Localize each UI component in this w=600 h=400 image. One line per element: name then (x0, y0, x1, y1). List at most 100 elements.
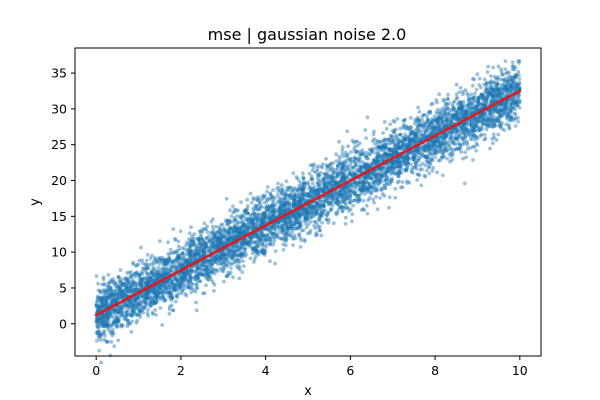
scatter-point (200, 242, 204, 247)
scatter-point (441, 152, 445, 156)
scatter-point (299, 238, 304, 243)
scatter-point (339, 169, 344, 174)
scatter-point (194, 308, 199, 313)
scatter-point (403, 137, 407, 142)
scatter-point (297, 196, 302, 201)
scatter-point (271, 212, 276, 217)
scatter-point (453, 117, 457, 122)
scatter-point (328, 162, 333, 167)
scatter-point (226, 222, 231, 226)
scatter-point (405, 134, 410, 139)
scatter-point (231, 204, 235, 209)
scatter-point (120, 277, 125, 282)
scatter-point (102, 328, 106, 333)
scatter-point (488, 116, 493, 120)
scatter-point (225, 218, 230, 223)
scatter-point (287, 197, 291, 201)
scatter-point (168, 247, 173, 252)
scatter-point (492, 74, 497, 79)
scatter-point (126, 319, 130, 324)
scatter-point (176, 255, 180, 260)
scatter-point (146, 308, 151, 312)
scatter-point (198, 279, 202, 283)
scatter-point (496, 132, 501, 137)
scatter-point (361, 187, 366, 192)
scatter-point (455, 129, 460, 134)
scatter-point (435, 170, 439, 175)
scatter-point (141, 310, 145, 315)
scatter-point (242, 239, 247, 243)
scatter-point (255, 232, 259, 236)
scatter-point (228, 236, 232, 241)
scatter-point (130, 319, 135, 324)
scatter-point (421, 124, 426, 129)
scatter-point (430, 158, 435, 162)
scatter-point (435, 119, 439, 123)
scatter-point (383, 186, 388, 191)
scatter-point (174, 277, 179, 282)
scatter-point (171, 308, 176, 313)
scatter-point (430, 153, 435, 158)
scatter-point (276, 181, 280, 186)
scatter-point (268, 242, 273, 247)
scatter-point (443, 111, 448, 115)
scatter-point (386, 168, 391, 172)
scatter-point (253, 240, 258, 245)
scatter-point (201, 271, 205, 275)
scatter-point (198, 232, 203, 237)
scatter-point (309, 174, 314, 179)
scatter-point (444, 121, 449, 126)
scatter-point (179, 263, 184, 268)
scatter-point (229, 214, 234, 219)
scatter-point (437, 92, 441, 97)
scatter-point (293, 215, 298, 220)
scatter-point (294, 210, 299, 215)
scatter-point (161, 294, 165, 298)
scatter-point (112, 309, 117, 314)
scatter-point (482, 132, 487, 137)
scatter-point (228, 262, 233, 266)
scatter-point (143, 300, 148, 305)
scatter-point (361, 198, 366, 203)
scatter-point (486, 64, 490, 69)
scatter-point (517, 77, 522, 81)
scatter-point (459, 150, 464, 154)
scatter-point (201, 260, 206, 265)
scatter-point (487, 124, 492, 128)
scatter-point (486, 120, 491, 125)
scatter-point (141, 280, 146, 284)
scatter-point (399, 185, 403, 190)
scatter-point (390, 168, 394, 173)
scatter-point (444, 133, 449, 138)
scatter-point (494, 138, 499, 142)
scatter-point (98, 333, 103, 337)
scatter-point (251, 246, 256, 250)
scatter-point (228, 208, 232, 213)
scatter-point (453, 142, 458, 147)
scatter-point (194, 300, 198, 305)
scatter-point (204, 236, 209, 240)
scatter-point (362, 192, 367, 196)
scatter-point (173, 250, 178, 255)
scatter-point (303, 214, 308, 219)
scatter-point (116, 318, 121, 323)
scatter-point (334, 152, 338, 157)
scatter-point (112, 299, 116, 304)
scatter-point (234, 264, 239, 268)
scatter-point (177, 247, 182, 252)
scatter-point (140, 294, 145, 299)
scatter-point (295, 187, 300, 192)
scatter-point (374, 194, 378, 199)
scatter-point (429, 102, 434, 107)
scatter-point (240, 224, 245, 229)
scatter-point (270, 225, 275, 230)
scatter-point (419, 155, 424, 159)
scatter-point (271, 223, 276, 228)
scatter-point (145, 282, 150, 287)
scatter-point (473, 91, 477, 95)
scatter-point (486, 118, 490, 123)
scatter-point (513, 124, 518, 128)
scatter-point (494, 83, 498, 87)
scatter-point (447, 119, 452, 124)
